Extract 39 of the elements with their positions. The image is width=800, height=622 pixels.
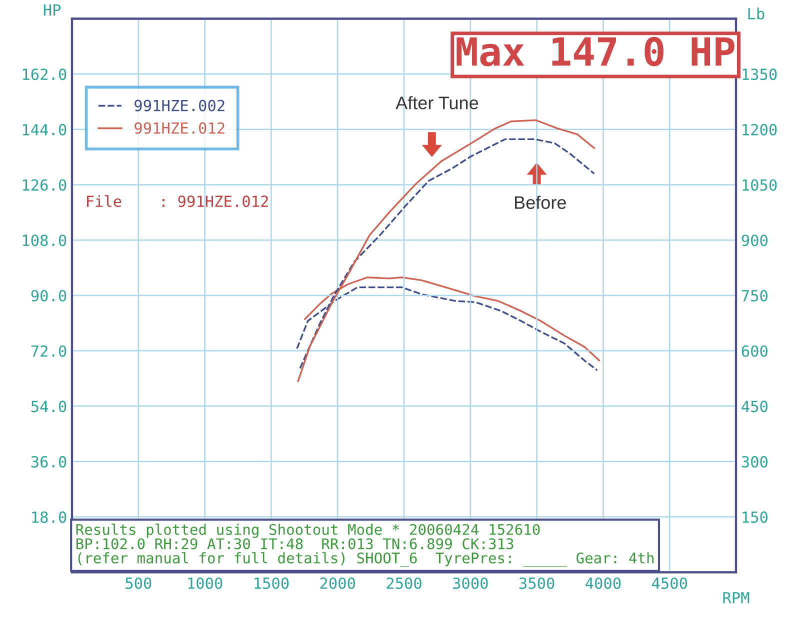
y2-axis-title: Lb <box>748 8 764 20</box>
chart-title: Max 147.0 HP <box>456 36 734 66</box>
annotation: Results plotted using Shootout Mode * 20060424 152610 <box>76 524 540 538</box>
annotation: After Tune <box>396 96 478 110</box>
y-tick-label: 162.0 <box>22 68 66 80</box>
y2-tick-label: 150 <box>742 511 768 523</box>
y-tick-label: 36.0 <box>31 456 66 468</box>
y-tick-label: 90.0 <box>31 290 66 302</box>
y2-tick-label: 750 <box>742 290 768 302</box>
y-tick-label: 54.0 <box>31 400 66 412</box>
x-tick-label: 2500 <box>386 577 422 590</box>
x-tick-label: 4000 <box>586 577 621 590</box>
y-tick-label: 72.0 <box>31 345 66 357</box>
y-tick-label: 144.0 <box>22 124 66 136</box>
x-tick-label: 1500 <box>254 577 289 590</box>
y-axis-title: HP <box>44 4 61 16</box>
y-tick-label: 18.0 <box>32 511 66 523</box>
y2-tick-label: 900 <box>742 234 768 246</box>
legend-label: 991HZE.012 <box>134 122 224 134</box>
y2-tick-label: 1050 <box>742 179 777 191</box>
x-tick-label: 3000 <box>453 577 488 590</box>
x-tick-label: 500 <box>126 577 152 590</box>
y-tick-label: 108.0 <box>22 234 66 246</box>
x-tick-label: 3500 <box>519 577 554 590</box>
y2-tick-label: 1200 <box>742 124 777 136</box>
x-tick-label: 2000 <box>320 577 356 590</box>
y2-tick-label: 600 <box>742 345 768 357</box>
annotation: BP:102.0 RH:29 AT:30 IT:48 RR:013 TN:6.899 CK:313 <box>76 538 514 550</box>
annotation: (refer manual for full details) SHOOT_6 TyrePres: _____ Gear: 4th <box>78 552 654 567</box>
annotation: Before <box>515 196 566 209</box>
y2-tick-label: 450 <box>742 400 768 412</box>
annotation: File : 991HZE.012 <box>87 195 268 208</box>
y-tick-label: 126.0 <box>22 179 66 191</box>
x-tick-label: 4500 <box>652 577 688 590</box>
y2-tick-label: 300 <box>742 456 768 468</box>
y2-tick-label: 1350 <box>742 68 777 80</box>
legend-label: 991HZE.002 <box>134 100 224 112</box>
x-axis-title: RPM <box>723 592 750 604</box>
x-tick-label: 1000 <box>188 577 222 590</box>
